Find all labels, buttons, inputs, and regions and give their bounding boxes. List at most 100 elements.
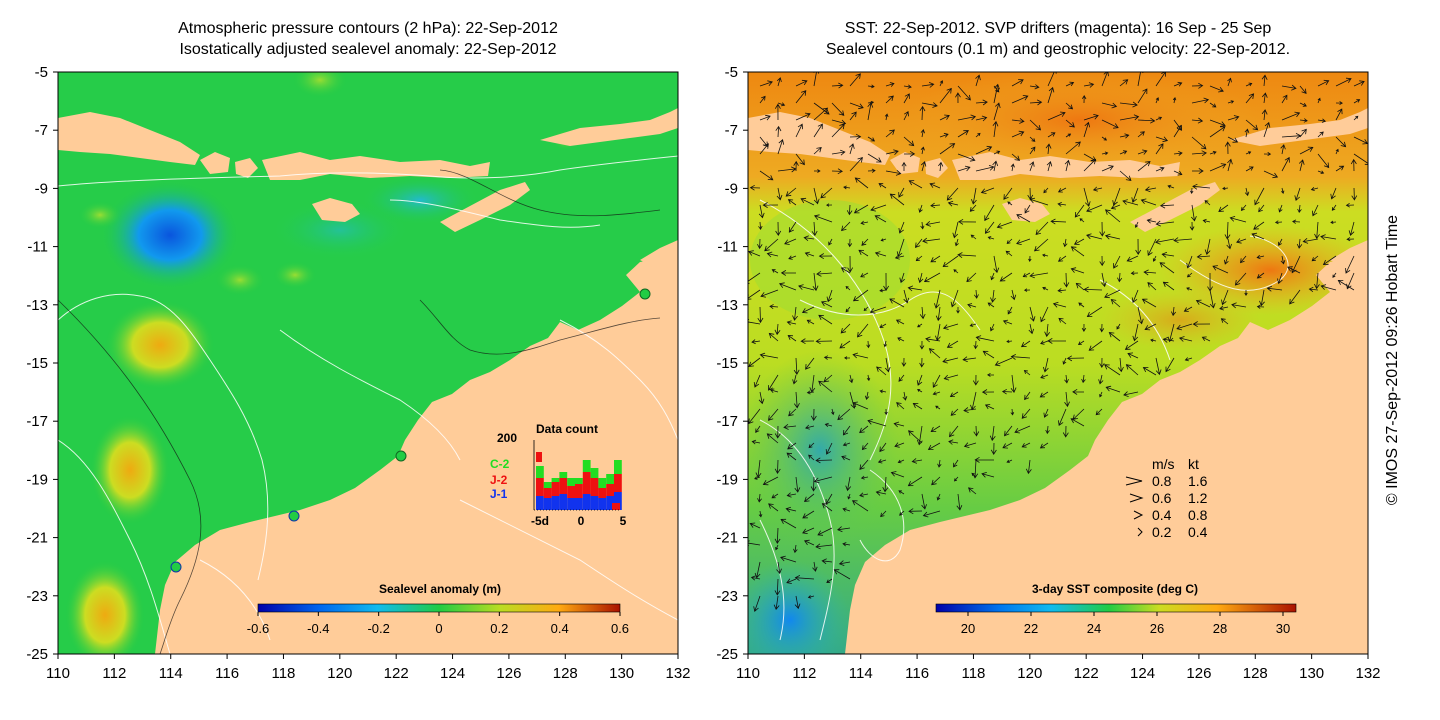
velocity-arrow (1292, 219, 1301, 224)
velocity-arrow (1016, 214, 1031, 223)
velocity-arrow (967, 303, 977, 308)
velocity-arrow (921, 493, 927, 510)
velocity-arrow (898, 187, 905, 198)
velocity-arrow (984, 204, 995, 222)
velocity-arrow (846, 204, 853, 216)
velocity-arrow (885, 95, 894, 104)
y-tick-label: -7 (725, 122, 738, 139)
velocity-arrow (1218, 204, 1229, 212)
left-map-axes: -5 -7 -9 -11 -13 -15 -17 -19 -21 -23 -25 110 112 114 1… (26, 64, 690, 682)
velocity-arrow (783, 423, 797, 430)
velocity-arrow (1141, 298, 1157, 308)
velocity-arrow (795, 79, 808, 87)
velocity-arrow (1155, 357, 1162, 376)
velocity-arrow (1263, 170, 1279, 179)
velocity-arrow (759, 114, 771, 121)
data-count-bar (567, 478, 575, 486)
velocity-arrow (1162, 337, 1175, 343)
velocity-arrow (908, 508, 923, 515)
velocity-arrow (1099, 323, 1105, 333)
velocity-arrow (755, 425, 761, 434)
y-tick-label: -5 (35, 64, 48, 81)
velocity-arrow (1077, 340, 1085, 346)
speed-legend-ms: 0.2 (1152, 524, 1172, 540)
velocity-arrow (757, 238, 763, 250)
bali-lombok-islands (200, 152, 258, 178)
sla-colorbar-ticks: -0.6 -0.4 -0.2 0 0.2 0.4 0.6 (247, 612, 629, 636)
velocity-arrow (818, 380, 833, 393)
velocity-arrow (1006, 459, 1013, 463)
velocity-arrow (1124, 340, 1139, 350)
dc-xlabel-zero: 0 (578, 514, 585, 528)
velocity-arrow (775, 125, 782, 138)
x-tick-label: 130 (1299, 665, 1324, 682)
velocity-arrow (896, 238, 905, 258)
velocity-arrow (794, 476, 801, 493)
data-count-bars (533, 440, 622, 510)
velocity-arrow (878, 183, 887, 189)
velocity-arrow (879, 442, 887, 453)
velocity-arrow (1047, 86, 1055, 104)
velocity-arrow (867, 84, 875, 89)
velocity-arrow (1167, 184, 1175, 189)
velocity-arrow (1150, 338, 1157, 342)
velocity-arrow (793, 391, 800, 409)
velocity-arrow (1024, 391, 1031, 401)
y-tick-label: -17 (26, 413, 48, 430)
velocity-arrow (1042, 286, 1049, 291)
velocity-arrow (1083, 187, 1091, 207)
velocity-arrow (975, 115, 988, 122)
velocity-arrow (1064, 159, 1071, 172)
velocity-arrow (953, 269, 959, 274)
velocity-arrow (840, 267, 851, 274)
velocity-arrow (842, 507, 851, 512)
velocity-arrow (1070, 246, 1085, 257)
x-tick-label: 132 (665, 665, 690, 682)
data-count-bar (536, 466, 544, 478)
velocity-arrow (1314, 221, 1320, 240)
velocity-arrow (1353, 136, 1368, 145)
right-title-line2: Sealevel contours (0.1 m) and geostrophi… (825, 41, 1291, 58)
velocity-arrow (953, 459, 959, 468)
velocity-arrow (903, 93, 910, 104)
velocity-arrow (1123, 391, 1139, 397)
velocity-arrow (1029, 84, 1040, 90)
velocity-arrow (1101, 151, 1109, 156)
velocity-arrow (971, 472, 977, 478)
velocity-arrow (1330, 220, 1337, 224)
velocity-arrow (907, 285, 923, 292)
velocity-arrow (915, 238, 923, 249)
velocity-arrow (1083, 286, 1103, 293)
velocity-arrow (932, 391, 941, 396)
velocity-arrow (768, 332, 779, 342)
velocity-arrow (993, 102, 1001, 121)
velocity-arrow (969, 323, 977, 327)
velocity-arrow (849, 111, 857, 121)
timor-island (1130, 182, 1220, 232)
velocity-arrow (955, 92, 961, 104)
velocity-arrow (975, 165, 995, 172)
speed-legend-ms: 0.8 (1152, 473, 1172, 489)
velocity-arrow (1029, 272, 1049, 279)
velocity-arrow (1152, 255, 1157, 262)
velocity-arrow (841, 221, 851, 232)
velocity-arrow (1083, 82, 1095, 88)
velocity-arrow (1165, 357, 1175, 373)
colorbar-tick-label: 0.6 (611, 621, 629, 636)
velocity-arrow (1308, 286, 1319, 293)
velocity-arrow (1204, 238, 1211, 255)
velocity-arrow (1299, 146, 1314, 155)
velocity-arrow (1280, 144, 1286, 155)
velocity-arrow (812, 561, 818, 572)
velocity-arrow (760, 289, 779, 298)
velocity-arrow (990, 272, 995, 281)
velocity-arrow (759, 95, 766, 104)
velocity-arrow (930, 255, 941, 263)
velocity-arrow (1062, 425, 1069, 438)
data-count-bar (551, 478, 560, 482)
tide-gauge-marker (395, 450, 407, 462)
velocity-arrow (893, 421, 905, 428)
velocity-arrow (966, 272, 977, 283)
velocity-arrow (1296, 238, 1303, 249)
velocity-arrow (987, 302, 995, 308)
